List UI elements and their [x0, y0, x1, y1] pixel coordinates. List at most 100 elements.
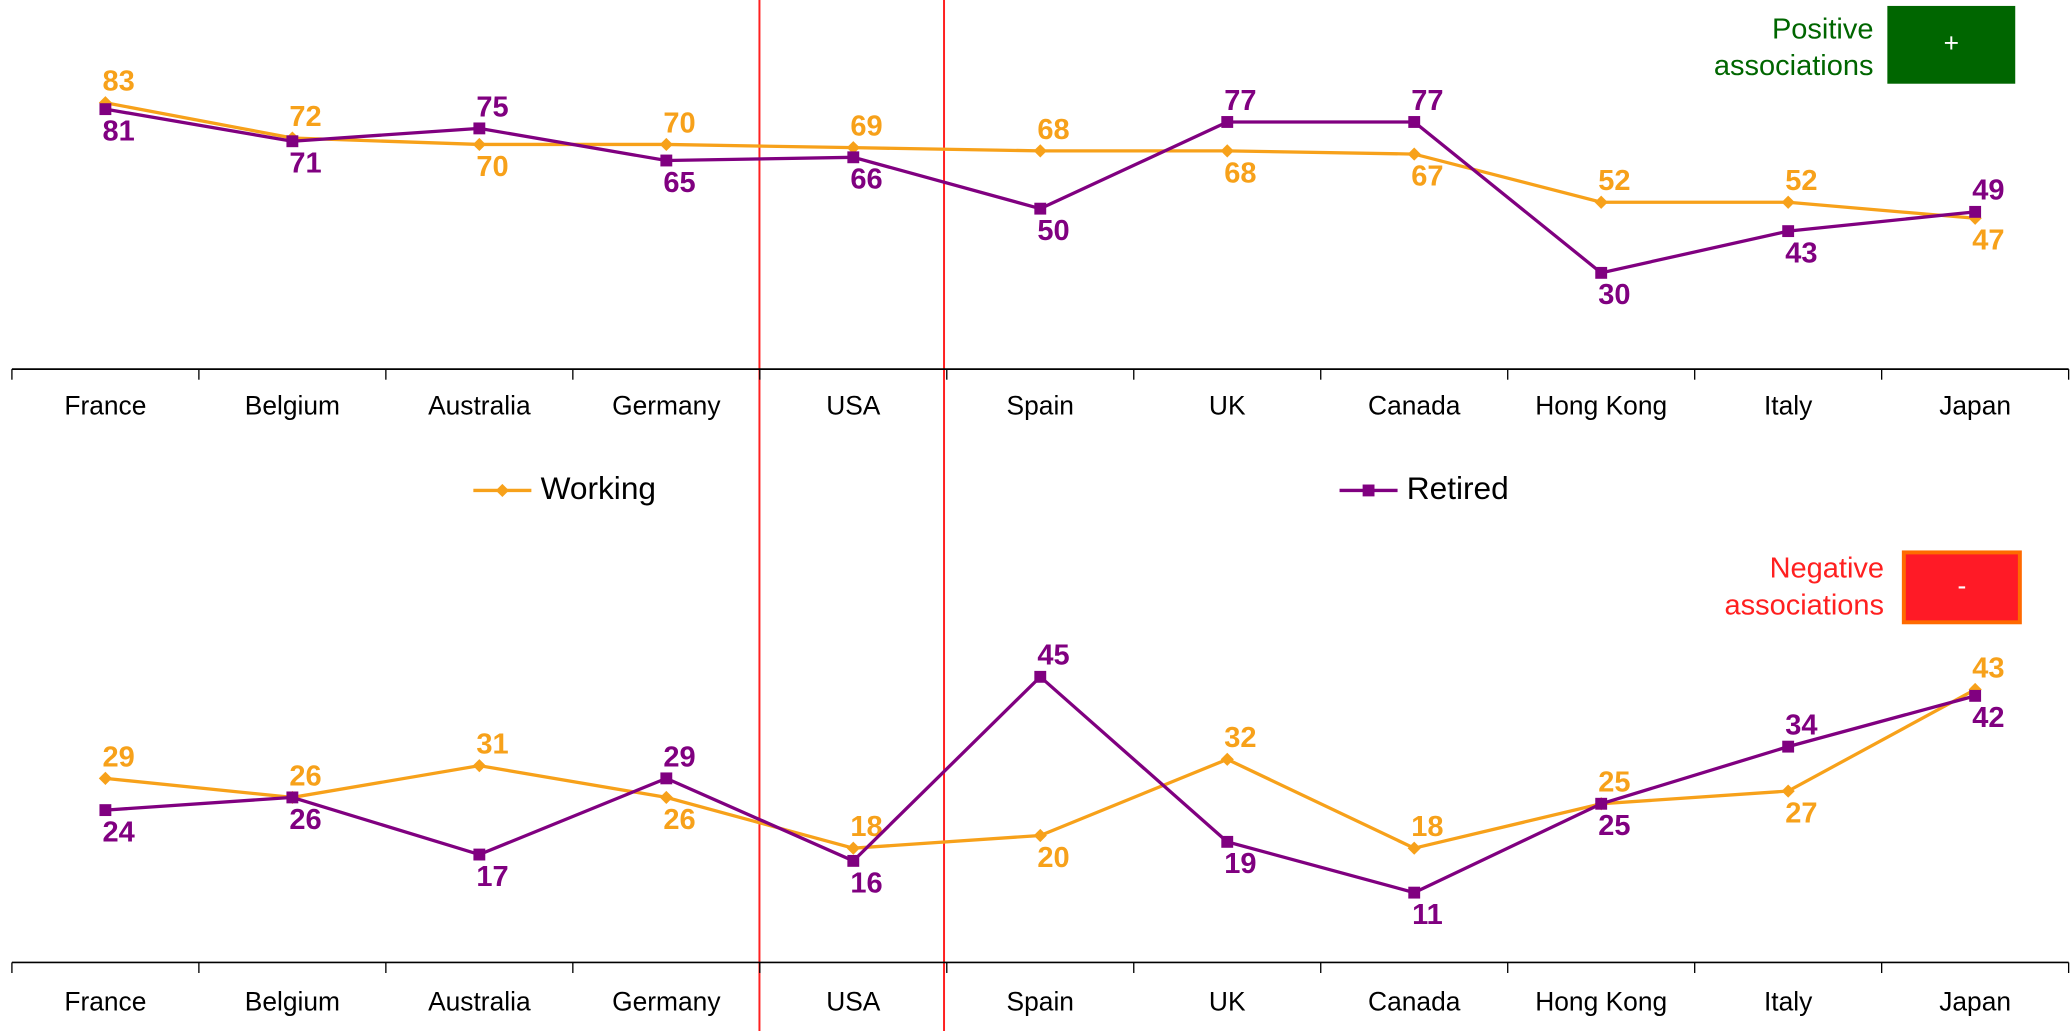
data-label: 50	[1037, 215, 1069, 247]
data-label: 26	[289, 804, 321, 836]
marker	[1034, 670, 1047, 683]
annotation-line: associations	[1724, 589, 1884, 621]
x-tick-label: UK	[1209, 986, 1246, 1016]
marker	[1595, 266, 1608, 279]
marker	[847, 151, 860, 164]
annotation: Positive associations	[1714, 13, 1874, 82]
x-tick-label: Japan	[1939, 390, 2011, 420]
data-label: 83	[102, 66, 134, 98]
x-tick-label: Italy	[1764, 986, 1813, 1016]
marker	[1220, 752, 1234, 766]
x-tick-label: Spain	[1007, 986, 1074, 1016]
marker	[1781, 195, 1795, 209]
marker	[846, 841, 860, 855]
data-label: 77	[1411, 85, 1443, 117]
marker	[1407, 841, 1421, 855]
x-tick-label: Italy	[1764, 390, 1813, 420]
data-label: 43	[1785, 238, 1817, 270]
legend-label: Retired	[1407, 470, 1509, 506]
marker	[98, 771, 112, 785]
data-label: 45	[1037, 640, 1069, 672]
data-label: 34	[1785, 710, 1817, 742]
x-tick-label: Japan	[1939, 986, 2011, 1016]
annotation-line: associations	[1714, 50, 1874, 82]
data-label: 52	[1598, 165, 1630, 197]
data-label: 67	[1411, 160, 1443, 192]
marker	[846, 141, 860, 155]
marker	[1594, 195, 1608, 209]
data-label: 19	[1224, 848, 1256, 880]
data-label: 16	[850, 867, 882, 899]
data-label: 42	[1972, 702, 2004, 734]
x-tick-label: Canada	[1368, 390, 1461, 420]
data-label: 69	[850, 111, 882, 143]
marker	[495, 483, 509, 498]
marker	[660, 154, 673, 167]
data-label: 75	[476, 91, 508, 123]
marker	[660, 772, 673, 785]
x-tick-label: Spain	[1007, 390, 1074, 420]
x-tick-label: Hong Kong	[1535, 986, 1667, 1016]
data-label: 26	[289, 760, 321, 792]
marker	[1033, 144, 1047, 158]
x-tick-label: USA	[826, 986, 881, 1016]
data-label: 31	[476, 729, 508, 761]
marker	[286, 135, 299, 148]
badge	[1901, 550, 2022, 625]
data-label: 66	[850, 164, 882, 196]
x-tick-label: Belgium	[245, 986, 340, 1016]
marker	[1407, 147, 1421, 161]
x-tick-label: France	[64, 390, 146, 420]
marker	[1220, 144, 1234, 158]
badge	[1887, 5, 2016, 84]
x-tick-label: Germany	[612, 390, 721, 420]
annotation-line: Negative	[1770, 552, 1884, 584]
data-label: 32	[1224, 722, 1256, 754]
marker	[1969, 205, 1982, 218]
data-label: 68	[1224, 157, 1256, 189]
data-label: 30	[1598, 279, 1630, 311]
marker	[659, 790, 673, 805]
data-label: 29	[102, 741, 134, 773]
data-label: 70	[476, 151, 508, 183]
marker	[99, 804, 112, 817]
marker	[1221, 116, 1234, 128]
marker	[1782, 225, 1795, 238]
marker	[1033, 828, 1047, 843]
data-label: 52	[1785, 165, 1817, 197]
data-label: 72	[289, 101, 321, 133]
data-label: 68	[1037, 114, 1069, 146]
marker	[472, 137, 486, 152]
marker	[1595, 797, 1608, 810]
marker	[1221, 835, 1234, 848]
data-label: 49	[1972, 175, 2004, 207]
data-label: 29	[663, 741, 695, 773]
data-label: 43	[1972, 652, 2004, 684]
x-tick-label: USA	[826, 390, 881, 420]
x-tick-label: Hong Kong	[1535, 390, 1667, 420]
marker	[473, 122, 486, 135]
x-tick-label: Canada	[1368, 986, 1461, 1016]
legend-label: Working	[541, 470, 656, 506]
data-label: 24	[102, 816, 134, 848]
data-label: 77	[1224, 85, 1256, 117]
data-label: 27	[1785, 797, 1817, 829]
marker	[1034, 202, 1047, 215]
data-label: 71	[289, 148, 321, 180]
data-label: 47	[1972, 225, 2004, 257]
x-tick-label: UK	[1209, 390, 1246, 420]
x-tick-label: Australia	[428, 390, 531, 420]
badge-label: -	[1957, 570, 1966, 600]
data-label: 65	[663, 167, 695, 199]
data-label: 20	[1037, 842, 1069, 874]
data-label: 70	[663, 107, 695, 139]
x-tick-label: France	[64, 986, 146, 1016]
data-label: 81	[102, 116, 134, 148]
marker	[99, 103, 112, 116]
data-label: 17	[476, 861, 508, 893]
marker	[1362, 484, 1375, 497]
marker	[472, 759, 486, 773]
x-tick-label: Germany	[612, 986, 721, 1016]
data-label: 18	[1411, 811, 1443, 843]
